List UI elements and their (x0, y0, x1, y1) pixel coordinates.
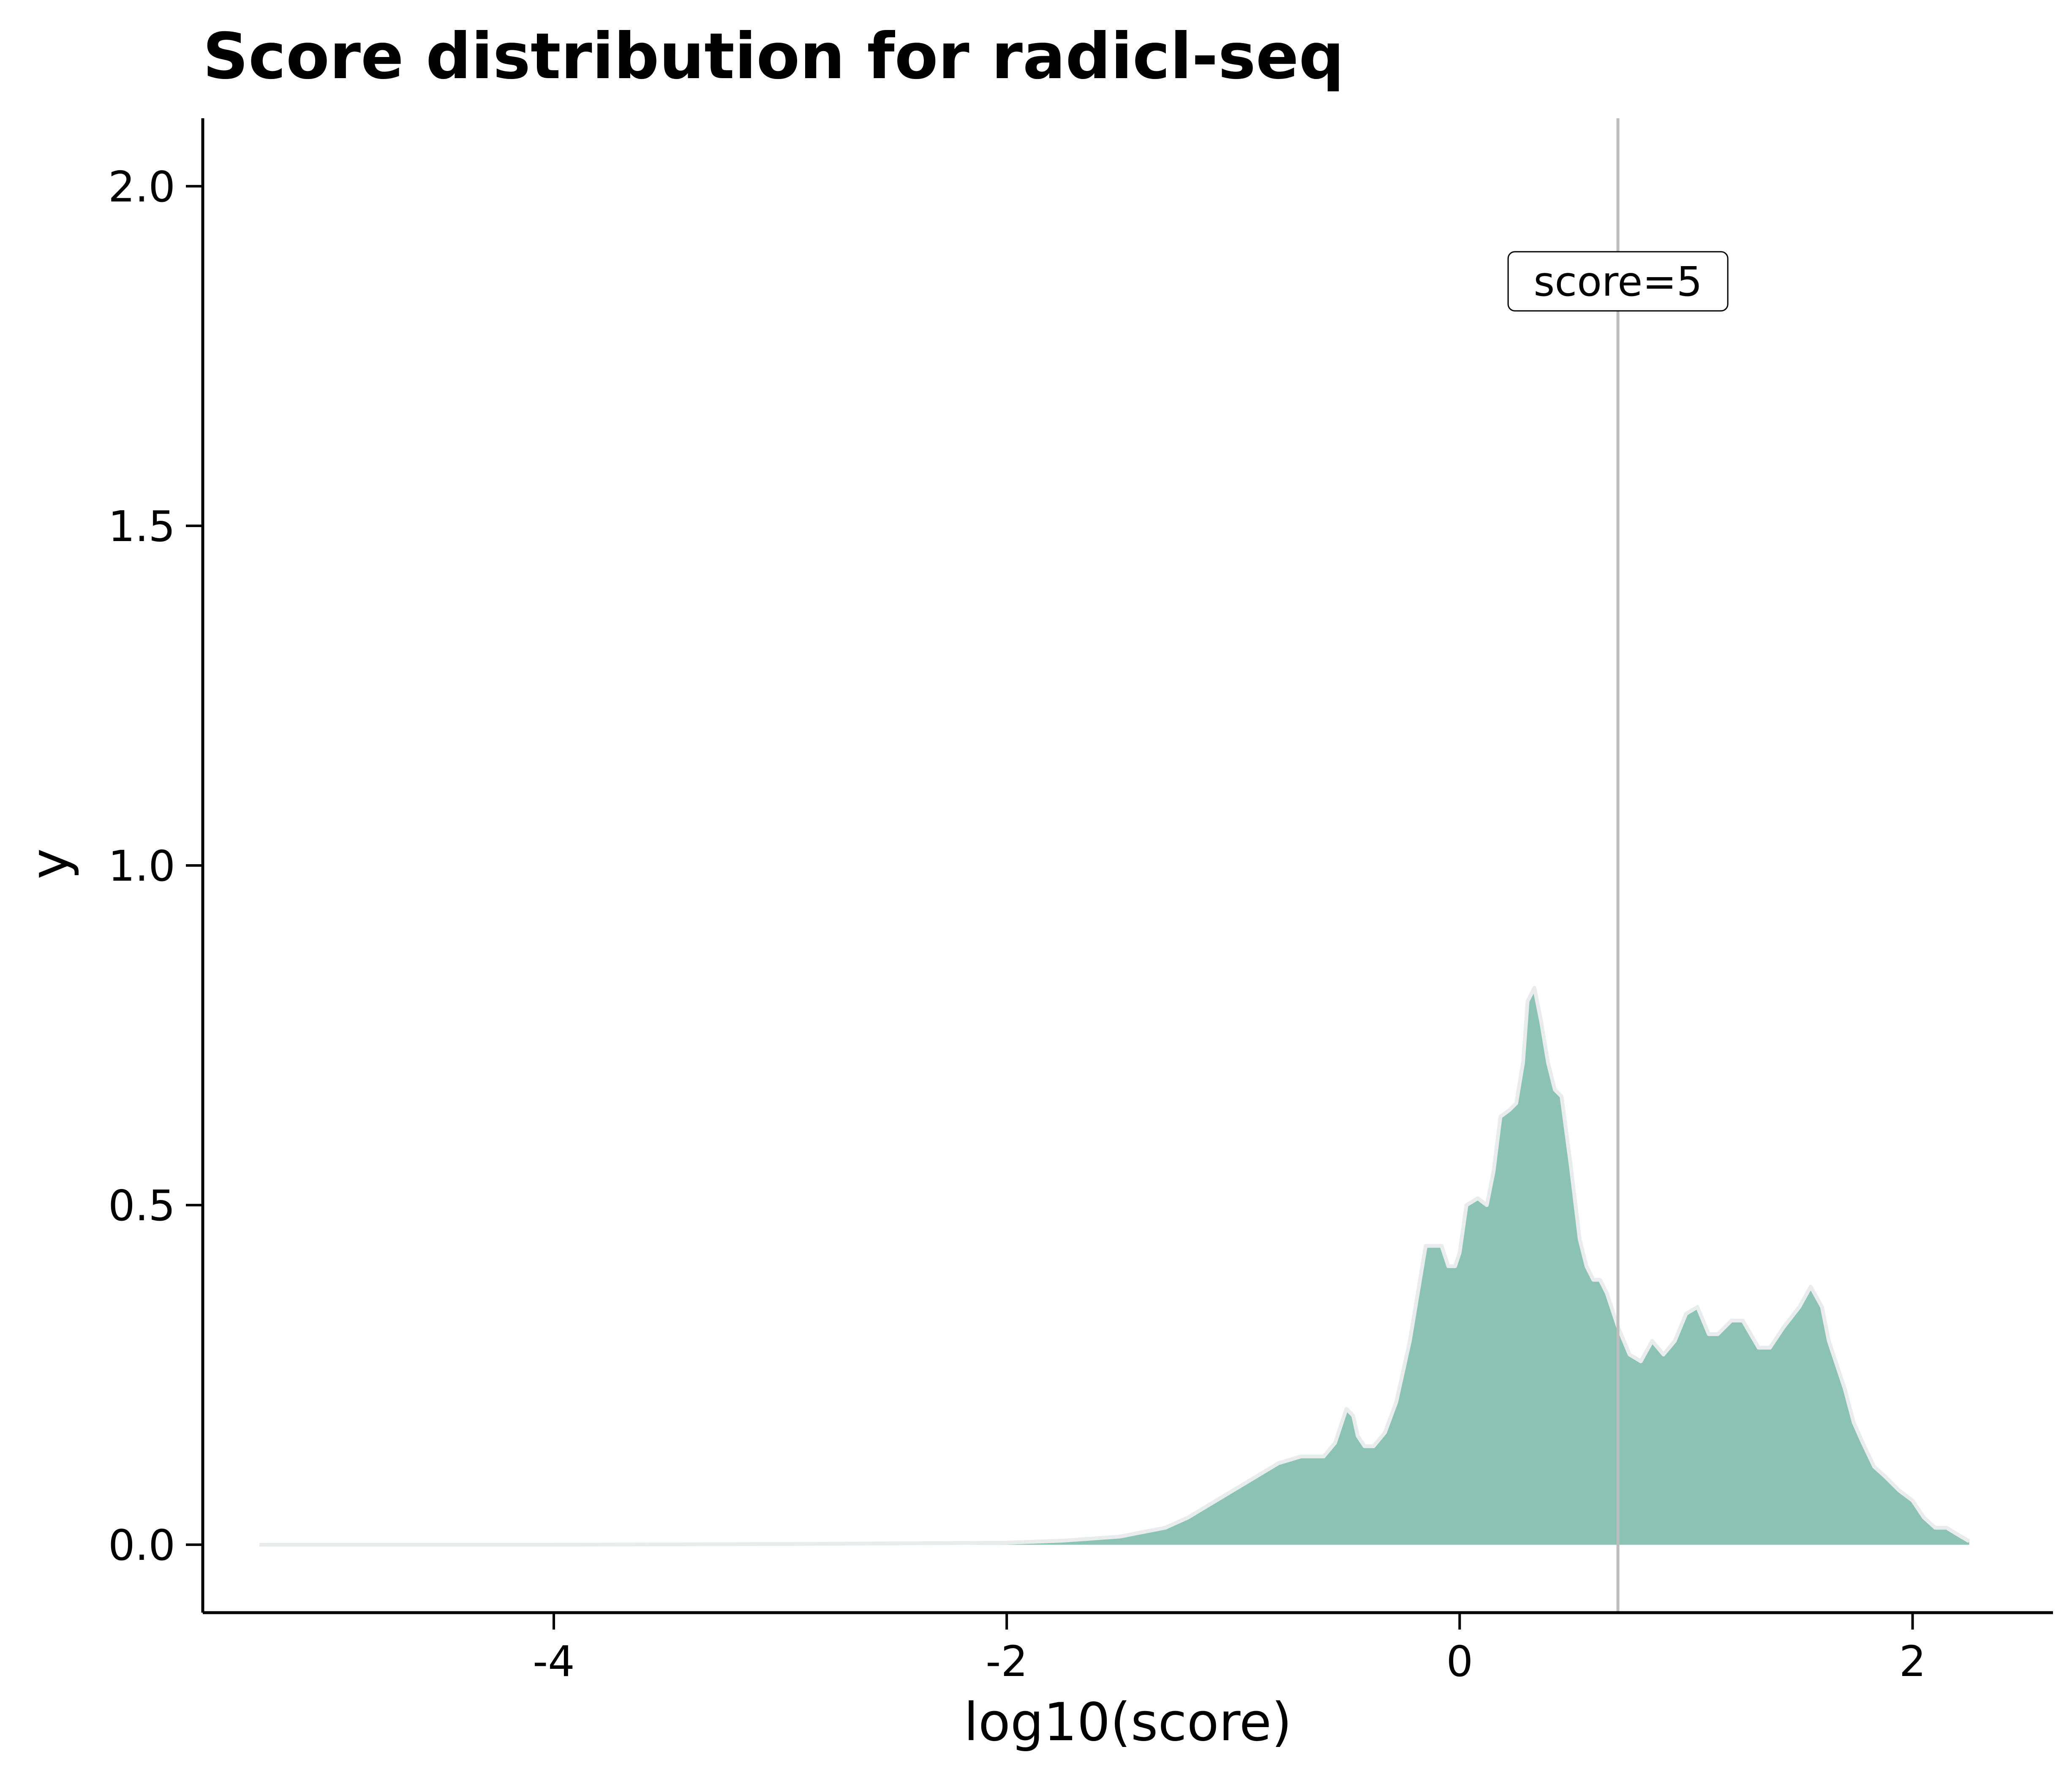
y-tick-label: 0.5 (108, 1181, 175, 1230)
density-area-fill (259, 988, 1969, 1545)
chart-title: Score distribution for radicl-seq (203, 20, 1344, 93)
density-outline (259, 986, 1970, 1547)
x-tick-label: 0 (1446, 1637, 1473, 1686)
y-tick-label: 1.5 (108, 502, 175, 551)
y-tick-label: 0.0 (108, 1521, 175, 1570)
x-axis-label: log10(score) (964, 1692, 1292, 1753)
annotation-box (1507, 251, 1729, 312)
plot-area: score=5 -4 -2 0 2 0.0 0.5 1.0 1.5 2.0 (108, 118, 2053, 1686)
annotation-label: score=5 (1533, 258, 1702, 305)
y-axis-label: y (19, 848, 80, 879)
x-tick-label: -4 (533, 1637, 575, 1686)
y-tick-label: 1.0 (108, 841, 175, 891)
x-tick-label: 2 (1899, 1637, 1926, 1686)
x-tick-label: -2 (986, 1637, 1028, 1686)
y-tick-label: 2.0 (108, 162, 175, 212)
